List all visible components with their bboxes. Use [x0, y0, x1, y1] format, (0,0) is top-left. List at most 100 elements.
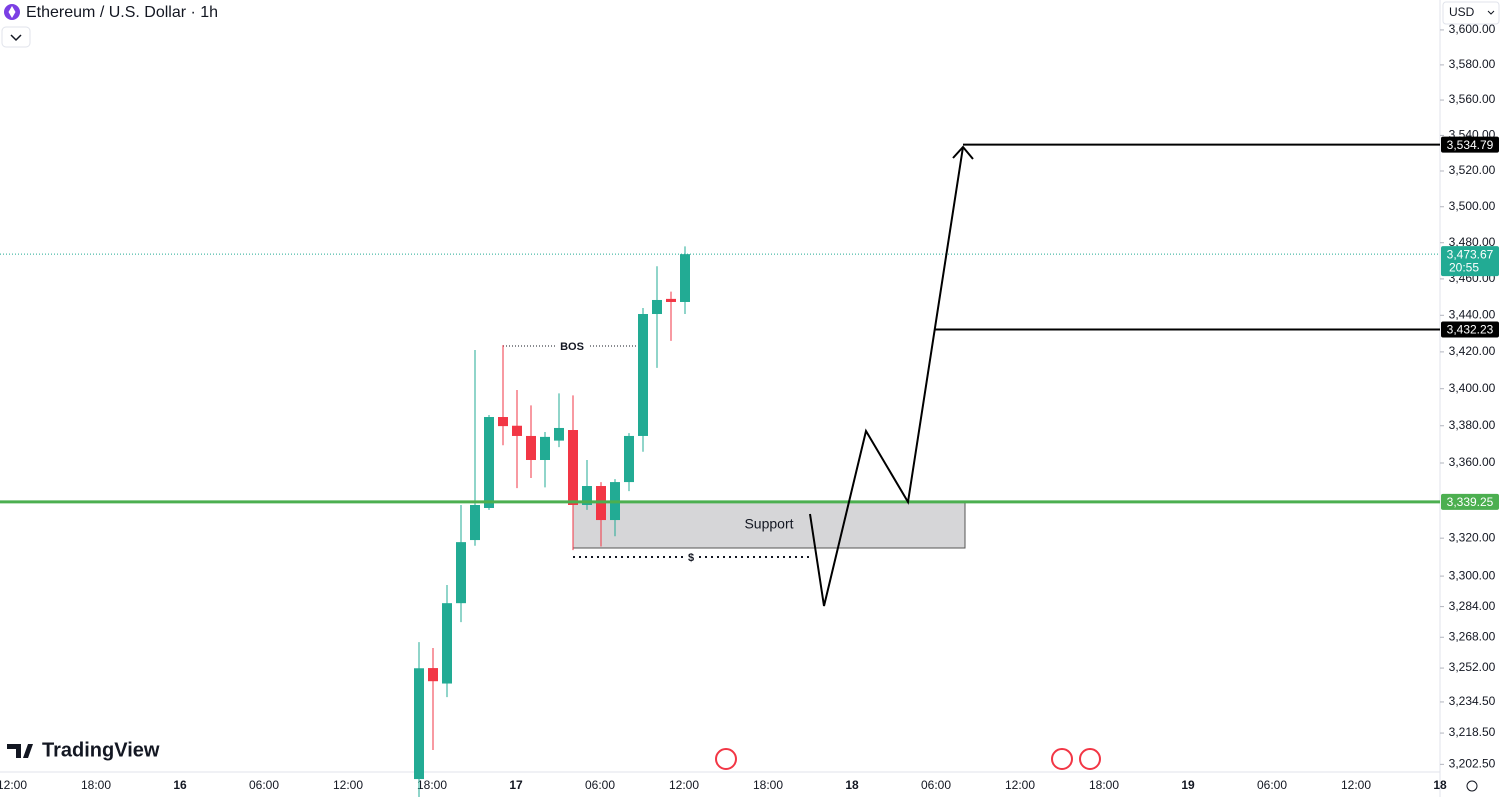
level-price-label-bg — [1441, 321, 1499, 338]
y-tick-label: 3,420.00 — [1449, 344, 1496, 358]
candle — [666, 291, 676, 341]
y-tick-label: 3,300.00 — [1449, 568, 1496, 582]
candle — [414, 642, 424, 797]
candle-body — [498, 417, 508, 427]
watermark: TradingView — [7, 739, 160, 761]
x-tick-label: 12:00 — [669, 778, 699, 792]
candle — [456, 504, 466, 623]
liquidity-label: $ — [688, 552, 694, 564]
candle-body — [652, 299, 662, 315]
y-tick-label: 3,440.00 — [1449, 307, 1496, 321]
level-price-label: 3,432.23 — [1447, 323, 1494, 337]
collapse-button[interactable] — [1, 26, 31, 48]
y-tick-label: 3,234.50 — [1449, 694, 1496, 708]
candle-body — [540, 436, 550, 461]
candle-body — [666, 298, 676, 302]
liquidity-label-bg — [685, 550, 697, 564]
level-price-label: 3,534.79 — [1447, 138, 1494, 152]
candle — [428, 648, 438, 751]
candle — [442, 585, 452, 698]
support-price-label-bg — [1441, 493, 1499, 510]
y-tick-label: 3,400.00 — [1449, 381, 1496, 395]
event-icon — [1051, 748, 1073, 770]
candle-body — [470, 504, 480, 541]
y-tick-label: 3,218.50 — [1449, 725, 1496, 739]
x-tick-label: 19 — [1181, 778, 1195, 792]
y-tick-label: 3,560.00 — [1449, 92, 1496, 106]
candle-body — [512, 425, 522, 436]
candle-body — [582, 486, 592, 505]
candle — [498, 345, 508, 446]
x-tick-label: 18 — [1433, 778, 1447, 792]
candle-body — [680, 254, 690, 302]
candle — [540, 432, 550, 488]
watermark-logo — [7, 744, 33, 758]
candle-body — [554, 427, 564, 441]
candle — [680, 246, 690, 315]
candle-body — [456, 542, 466, 604]
candle — [512, 389, 522, 489]
x-tick-label: 12:00 — [0, 778, 27, 792]
x-tick-label: 12:00 — [333, 778, 363, 792]
projection-arrowhead — [952, 145, 974, 160]
chevron — [1487, 10, 1495, 15]
countdown-label: 20:55 — [1449, 260, 1479, 274]
x-tick-label: 18 — [845, 778, 859, 792]
currency-select[interactable] — [1442, 1, 1500, 25]
x-tick-label: 06:00 — [921, 778, 951, 792]
x-tick-label: 18:00 — [417, 778, 447, 792]
event-icons — [715, 748, 1101, 770]
candle — [652, 266, 662, 368]
current-price-label: 3,473.67 — [1447, 247, 1494, 261]
support-price-label: 3,339.25 — [1447, 495, 1494, 509]
x-tick-label: 17 — [509, 778, 523, 792]
x-tick-label: 16 — [173, 778, 187, 792]
y-tick-label: 3,600.00 — [1449, 22, 1496, 36]
x-tick-label: 06:00 — [1257, 778, 1287, 792]
x-tick-label: 06:00 — [249, 778, 279, 792]
chart-title: Ethereum / U.S. Dollar · 1h — [26, 4, 218, 21]
candle-body — [484, 417, 494, 508]
y-tick-label: 3,284.00 — [1449, 599, 1496, 613]
x-tick-label: 12:00 — [1005, 778, 1035, 792]
y-tick-label: 3,580.00 — [1449, 57, 1496, 71]
y-tick-label: 3,500.00 — [1449, 199, 1496, 213]
event-icon — [1079, 748, 1101, 770]
candle-body — [624, 435, 634, 483]
y-tick-label: 3,380.00 — [1449, 418, 1496, 432]
projection-path — [809, 146, 964, 607]
currency-label: USD — [1449, 5, 1475, 19]
candle — [470, 350, 480, 546]
x-tick-label: 12:00 — [1341, 778, 1371, 792]
candle-body — [568, 430, 578, 505]
settings-icon[interactable] — [1466, 780, 1478, 792]
x-tick-label: 18:00 — [753, 778, 783, 792]
candle-body — [442, 603, 452, 684]
candle — [554, 393, 564, 448]
candle — [526, 405, 536, 478]
candle-body — [638, 314, 648, 436]
chevron — [10, 34, 22, 42]
candle-body — [526, 435, 536, 461]
support-zone — [572, 501, 966, 549]
candle-body — [428, 668, 438, 682]
y-tick-label: 3,252.00 — [1449, 660, 1496, 674]
bos-label: BOS — [560, 341, 584, 353]
candle — [638, 307, 648, 452]
y-tick-label: 3,480.00 — [1449, 235, 1496, 249]
support-label: Support — [744, 516, 793, 532]
y-tick-label: 3,268.00 — [1449, 629, 1496, 643]
bos-label-bg — [556, 338, 588, 354]
current-price-bg — [1441, 246, 1499, 277]
x-tick-label: 06:00 — [585, 778, 615, 792]
y-tick-label: 3,520.00 — [1449, 163, 1496, 177]
x-tick-label: 18:00 — [81, 778, 111, 792]
candle-body — [414, 668, 424, 780]
candle — [624, 433, 634, 492]
event-icon — [715, 748, 737, 770]
y-tick-label: 3,202.50 — [1449, 757, 1496, 771]
level-price-label-bg — [1441, 136, 1499, 153]
y-tick-label: 3,320.00 — [1449, 530, 1496, 544]
